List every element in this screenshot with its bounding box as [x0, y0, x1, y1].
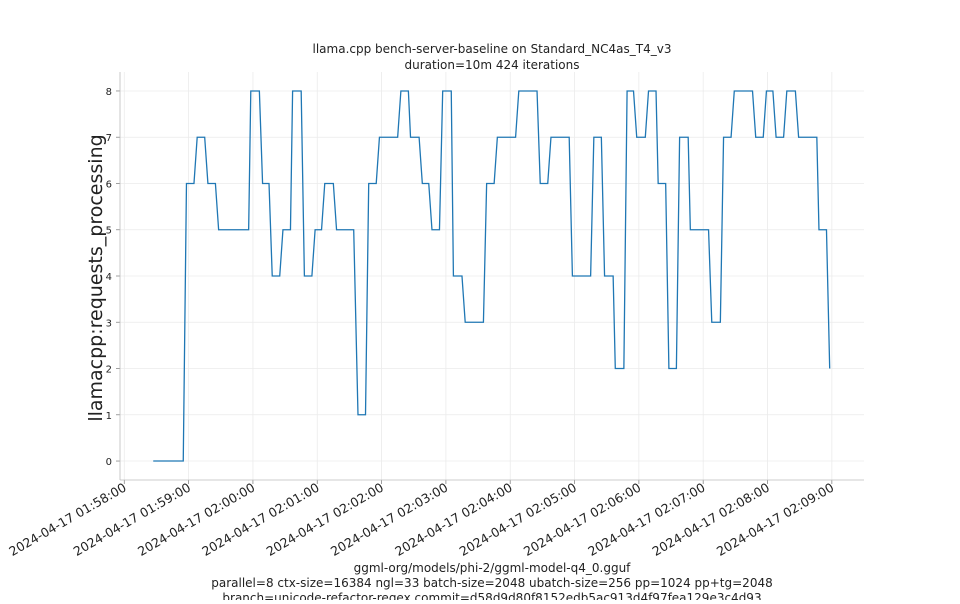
x-axis-label: parallel=8 ctx-size=16384 ngl=33 batch-s…	[211, 576, 772, 590]
y-tick-label: 6	[106, 179, 112, 190]
x-tick-label: 2024-04-17 02:06:00	[521, 480, 644, 559]
x-axis-label: ggml-org/models/phi-2/ggml-model-q4_0.gg…	[354, 561, 632, 575]
x-axis-label: branch=unicode-refactor-regex commit=d58…	[222, 591, 761, 600]
x-tick-label: 2024-04-17 02:04:00	[392, 480, 515, 559]
y-tick-label: 4	[106, 272, 112, 283]
x-tick-label: 2024-04-17 01:58:00	[6, 480, 129, 559]
x-tick-label: 2024-04-17 02:08:00	[650, 480, 773, 559]
chart-subtitle: duration=10m 424 iterations	[405, 58, 580, 72]
y-tick-label: 8	[106, 87, 112, 98]
y-tick-label: 1	[106, 411, 112, 422]
y-tick-label: 7	[106, 133, 112, 144]
data-line	[153, 90, 831, 462]
x-tick-label: 2024-04-17 02:01:00	[199, 480, 322, 559]
chart-title: llama.cpp bench-server-baseline on Stand…	[313, 42, 672, 56]
x-tick-label: 2024-04-17 02:05:00	[457, 480, 580, 559]
x-tick-label: 2024-04-17 02:02:00	[264, 480, 387, 559]
x-tick-label: 2024-04-17 02:00:00	[135, 480, 258, 559]
y-tick-label: 5	[106, 226, 112, 237]
x-tick-label: 2024-04-17 02:07:00	[585, 480, 708, 559]
x-tick-label: 2024-04-17 02:09:00	[714, 480, 837, 559]
x-tick-label: 2024-04-17 01:59:00	[71, 480, 194, 559]
y-tick-label: 3	[106, 318, 112, 329]
y-tick-label: 2	[106, 365, 112, 376]
y-tick-label: 0	[106, 457, 112, 468]
y-axis-label: llamacpp:requests_processing	[85, 134, 107, 421]
x-tick-label: 2024-04-17 02:03:00	[328, 480, 451, 559]
